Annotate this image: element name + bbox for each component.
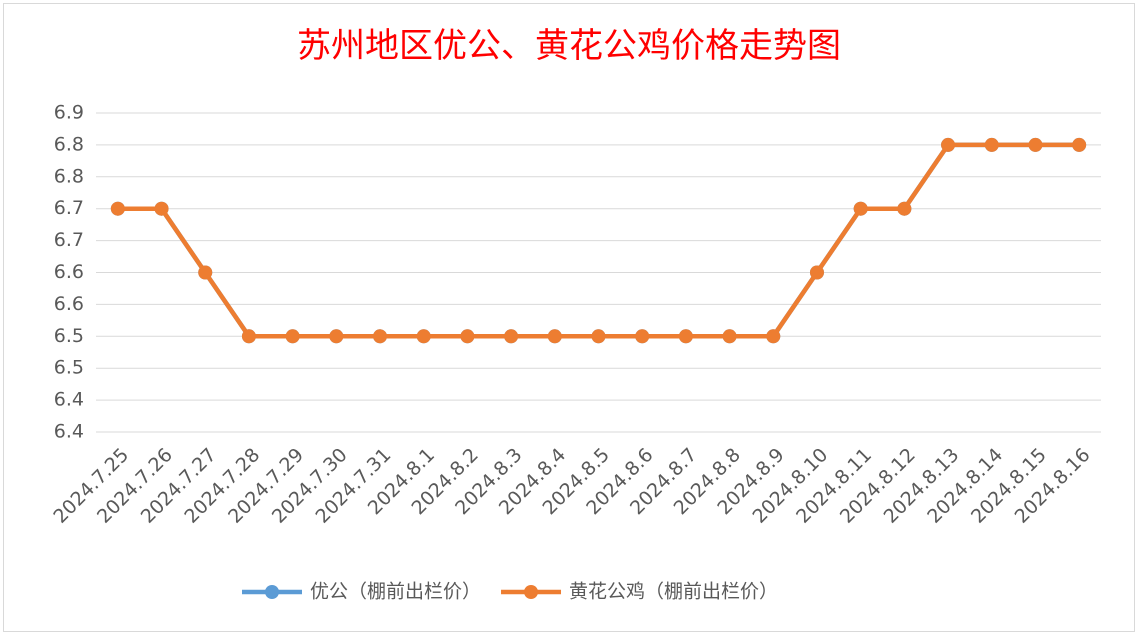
data-point — [984, 137, 999, 152]
data-point — [1028, 137, 1043, 152]
data-point — [460, 329, 475, 344]
data-point — [329, 329, 344, 344]
legend-label: 黄花公鸡（棚前出栏价） — [569, 581, 778, 603]
y-tick-label: 6.5 — [54, 357, 84, 379]
y-tick-label: 6.6 — [54, 261, 84, 283]
y-tick-label: 6.8 — [54, 133, 84, 155]
y-tick-label: 6.6 — [54, 293, 84, 315]
y-tick-label: 6.7 — [54, 197, 84, 219]
data-point — [853, 201, 868, 216]
y-tick-label: 6.8 — [54, 165, 84, 187]
y-tick-label: 6.5 — [54, 325, 84, 347]
data-point — [547, 329, 562, 344]
legend-marker — [524, 585, 539, 599]
data-point — [285, 329, 300, 344]
legend-label: 优公（棚前出栏价） — [310, 581, 481, 603]
data-point — [110, 201, 125, 216]
data-point — [241, 329, 256, 344]
data-point — [722, 329, 737, 344]
legend-marker — [265, 585, 279, 599]
data-point — [154, 201, 169, 216]
y-tick-label: 6.4 — [54, 389, 84, 411]
data-point — [373, 329, 388, 344]
chart-title: 苏州地区优公、黄花公鸡价格走势图 — [297, 26, 841, 66]
data-point — [198, 265, 213, 280]
data-point — [416, 329, 431, 344]
data-point — [591, 329, 606, 344]
data-point — [504, 329, 519, 344]
data-point — [766, 329, 781, 344]
data-point — [941, 137, 956, 152]
data-point — [809, 265, 824, 280]
chart-border — [3, 3, 1135, 632]
y-tick-label: 6.7 — [54, 229, 84, 251]
y-tick-label: 6.9 — [54, 102, 84, 124]
y-tick-label: 6.4 — [54, 421, 84, 443]
data-point — [1072, 137, 1087, 152]
data-point — [678, 329, 693, 344]
data-point — [635, 329, 650, 344]
data-point — [897, 201, 912, 216]
